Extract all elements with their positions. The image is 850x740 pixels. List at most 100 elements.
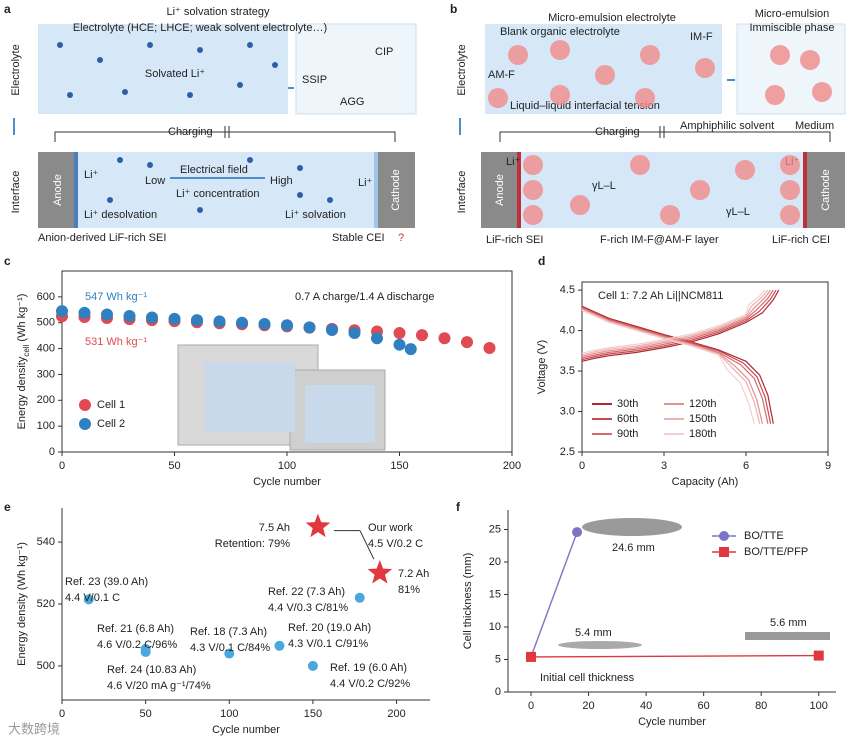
label: Low <box>145 175 165 187</box>
li-ion <box>327 197 333 203</box>
label: Li⁺ <box>358 177 373 189</box>
droplet <box>695 58 715 78</box>
droplet <box>735 160 755 180</box>
point <box>461 336 473 349</box>
annotation: 4.5 V/0.2 C <box>368 538 423 550</box>
annotation: Our work <box>368 522 413 534</box>
cathode <box>377 152 415 228</box>
label: CIP <box>375 46 393 58</box>
panel-letter: d <box>538 254 545 268</box>
li-ion <box>272 62 278 68</box>
point <box>483 342 496 355</box>
y-tick-label: 3.0 <box>560 405 575 417</box>
droplet <box>570 195 590 215</box>
cell-photo-label <box>305 385 375 443</box>
annotation: 0.7 A charge/1.4 A discharge <box>295 291 434 303</box>
x-tick-label: 50 <box>140 708 152 720</box>
marker <box>813 650 824 661</box>
point-label: 4.4 V/0.2 C/92% <box>330 678 410 690</box>
panel-letter: f <box>456 500 461 514</box>
legend-label: 150th <box>689 413 717 425</box>
x-tick-label: 40 <box>640 700 652 712</box>
label: Anode <box>52 174 64 206</box>
legend-label: Cell 2 <box>97 418 125 430</box>
li-ion <box>147 162 153 168</box>
point-label: Ref. 18 (7.3 Ah) <box>190 626 267 638</box>
droplet <box>780 180 800 200</box>
droplet <box>595 65 615 85</box>
point <box>168 312 181 325</box>
li-ion <box>247 157 253 163</box>
y-tick-label: 4.5 <box>560 284 575 296</box>
legend-label: 60th <box>617 413 638 425</box>
point <box>326 323 338 336</box>
label: Stable CEI <box>332 232 385 244</box>
li-ion <box>197 47 203 53</box>
point <box>307 660 318 671</box>
x-tick-label: 50 <box>168 460 180 472</box>
droplet <box>770 45 790 65</box>
diagram-a: Li⁺ solvation strategy Electrolyte (HCE;… <box>10 6 417 244</box>
point <box>393 338 406 351</box>
axis <box>581 281 829 453</box>
label: Li⁺ <box>84 169 99 181</box>
row-label: Interface <box>10 171 22 214</box>
y-axis-label: Energy density (Wh kg⁻¹) <box>16 542 28 666</box>
cei-layer <box>803 152 807 228</box>
legend-marker <box>79 399 91 411</box>
li-ion <box>237 82 243 88</box>
legend-label: Cell 1 <box>97 399 125 411</box>
label: Cathode <box>820 169 832 211</box>
label: γL–L <box>726 206 750 218</box>
x-tick-label: 3 <box>661 460 667 472</box>
star-label: 81% <box>398 584 420 596</box>
interface-box <box>38 152 415 228</box>
point <box>348 327 361 340</box>
y-axis-label: Cell thickness (mm) <box>462 553 474 650</box>
point <box>416 329 428 342</box>
cei-layer <box>374 152 378 228</box>
label: Anode <box>494 174 506 206</box>
label: Immiscible phase <box>750 22 835 34</box>
y-tick-label: 500 <box>37 660 55 672</box>
marker <box>572 527 583 538</box>
label: AM-F <box>488 69 515 81</box>
droplet <box>523 205 543 225</box>
x-tick-label: 100 <box>810 700 828 712</box>
x-tick-label: 60 <box>698 700 710 712</box>
droplet <box>630 155 650 175</box>
sei-layer <box>517 152 521 228</box>
series-line <box>581 289 769 424</box>
droplet <box>780 205 800 225</box>
li-ion <box>67 92 73 98</box>
droplet <box>508 45 528 65</box>
point <box>123 309 136 322</box>
li-ion <box>297 192 303 198</box>
anode <box>481 152 519 228</box>
point-label: Ref. 19 (6.0 Ah) <box>330 662 407 674</box>
series-line <box>581 289 774 424</box>
row-label: Electrolyte <box>456 44 468 95</box>
x-tick-label: 200 <box>503 460 521 472</box>
label: Cathode <box>390 169 402 211</box>
droplet <box>550 85 570 105</box>
point-label: 4.4 V/0.1 C <box>65 592 120 604</box>
star-label: 7.2 Ah <box>398 568 429 580</box>
point <box>191 314 203 327</box>
annotation: 531 Wh kg⁻¹ <box>85 336 147 348</box>
y-tick-label: 520 <box>37 598 55 610</box>
star-label: 7.5 Ah <box>259 522 290 534</box>
y-tick-label: 10 <box>489 621 501 633</box>
li-ion <box>147 42 153 48</box>
point-label: 4.4 V/0.3 C/81% <box>268 602 348 614</box>
label: Li⁺ concentration <box>176 188 259 200</box>
point <box>213 315 226 328</box>
droplet <box>523 155 543 175</box>
point <box>354 592 365 603</box>
series-line <box>581 289 772 424</box>
y-tick-label: 200 <box>37 394 55 406</box>
point-label: Ref. 23 (39.0 Ah) <box>65 576 148 588</box>
droplet <box>488 88 508 108</box>
panel-letter: a <box>4 2 11 16</box>
label: SSIP <box>302 74 327 86</box>
